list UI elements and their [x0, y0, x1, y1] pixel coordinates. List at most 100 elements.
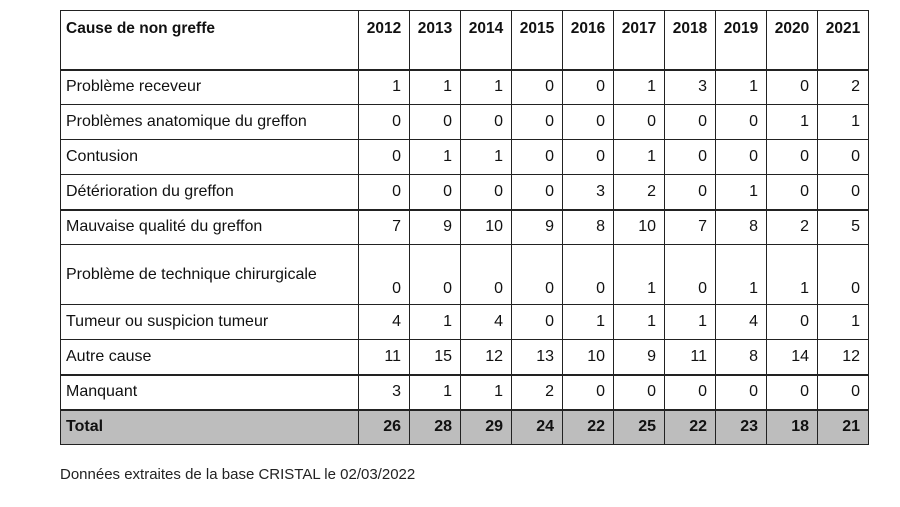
- row-label: Autre cause: [60, 339, 359, 375]
- table-cell: 3: [664, 69, 716, 105]
- column-header-year: 2020: [766, 10, 818, 71]
- total-cell: 26: [358, 408, 410, 445]
- table-cell: 0: [817, 139, 869, 175]
- table-cell: 3: [358, 373, 410, 410]
- table-cell: 0: [766, 304, 818, 340]
- table-cell: 8: [715, 208, 767, 245]
- row-label: Manquant: [60, 373, 359, 410]
- table-cell: 0: [817, 244, 869, 305]
- row-label: Problème receveur: [60, 69, 359, 105]
- table-cell: 10: [562, 339, 614, 375]
- column-header-year: 2012: [358, 10, 410, 71]
- table-cell: 0: [562, 104, 614, 140]
- total-cell: 22: [664, 408, 716, 445]
- table-cell: 4: [715, 304, 767, 340]
- table-row: Détérioration du greffon 0 0 0 0 3 2 0 1 0 0: [60, 174, 869, 210]
- total-cell: 25: [613, 408, 665, 445]
- table-cell: 0: [766, 139, 818, 175]
- table-cell: 1: [409, 304, 461, 340]
- total-row: Total 26 28 29 24 22 25 22 23 18 21: [60, 408, 869, 445]
- row-label: Contusion: [60, 139, 359, 175]
- table-row: Mauvaise qualité du greffon 7 9 10 9 8 10 7 8 2 5: [60, 208, 869, 245]
- total-cell: 23: [715, 408, 767, 445]
- table-row: Manquant 3 1 1 2 0 0 0 0 0 0: [60, 373, 869, 410]
- column-header-year: 2015: [511, 10, 563, 71]
- table-cell: 0: [766, 174, 818, 210]
- table-header-row: Cause de non greffe 2012 2013 2014 2015 …: [60, 10, 869, 71]
- table-cell: 1: [715, 244, 767, 305]
- table-cell: 0: [562, 244, 614, 305]
- table-cell: 0: [460, 244, 512, 305]
- table-cell: 2: [613, 174, 665, 210]
- table-cell: 0: [409, 174, 461, 210]
- table-cell: 1: [817, 304, 869, 340]
- table-cell: 0: [664, 139, 716, 175]
- table-row: Problème receveur 1 1 1 0 0 1 3 1 0 2: [60, 69, 869, 105]
- table-cell: 0: [511, 104, 563, 140]
- table-cell: 0: [664, 244, 716, 305]
- table-cell: 1: [613, 139, 665, 175]
- table-cell: 0: [358, 174, 410, 210]
- table-cell: 0: [715, 139, 767, 175]
- row-label: Problèmes anatomique du greffon: [60, 104, 359, 140]
- total-cell: 24: [511, 408, 563, 445]
- table-cell: 13: [511, 339, 563, 375]
- table-cell: 0: [766, 69, 818, 105]
- column-header-year: 2014: [460, 10, 512, 71]
- table-cell: 1: [460, 69, 512, 105]
- table-cell: 1: [766, 104, 818, 140]
- source-footnote: Données extraites de la base CRISTAL le …: [60, 466, 416, 483]
- table-cell: 12: [460, 339, 512, 375]
- table-cell: 1: [817, 104, 869, 140]
- table-row: Contusion 0 1 1 0 0 1 0 0 0 0: [60, 139, 869, 175]
- table-cell: 0: [511, 139, 563, 175]
- total-cell: 22: [562, 408, 614, 445]
- table-cell: 0: [562, 69, 614, 105]
- table-cell: 0: [511, 69, 563, 105]
- row-label: Mauvaise qualité du greffon: [60, 208, 359, 245]
- table-cell: 0: [562, 373, 614, 410]
- table-cell: 1: [562, 304, 614, 340]
- total-cell: 18: [766, 408, 818, 445]
- table-cell: 0: [766, 373, 818, 410]
- table-cell: 1: [460, 139, 512, 175]
- table-cell: 0: [664, 373, 716, 410]
- table-cell: 9: [409, 208, 461, 245]
- table-cell: 8: [715, 339, 767, 375]
- table-cell: 8: [562, 208, 614, 245]
- column-header-year: 2013: [409, 10, 461, 71]
- table-cell: 10: [613, 208, 665, 245]
- column-header-year: 2018: [664, 10, 716, 71]
- table-cell: 0: [460, 104, 512, 140]
- table-cell: 0: [715, 104, 767, 140]
- table-cell: 0: [613, 104, 665, 140]
- table-cell: 1: [409, 373, 461, 410]
- table-cell: 0: [511, 244, 563, 305]
- table-cell: 2: [511, 373, 563, 410]
- row-label: Problème de technique chirurgicale: [60, 244, 359, 305]
- table-cell: 1: [613, 244, 665, 305]
- table-cell: 0: [511, 174, 563, 210]
- table-cell: 0: [664, 174, 716, 210]
- table-row: Autre cause 11 15 12 13 10 9 11 8 14 12: [60, 339, 869, 375]
- table-row: Problème de technique chirurgicale 0 0 0 0 0 1…: [60, 244, 869, 305]
- table-cell: 0: [511, 304, 563, 340]
- table-cell: 0: [715, 373, 767, 410]
- column-header-year: 2017: [613, 10, 665, 71]
- table-row: Tumeur ou suspicion tumeur 4 1 4 0 1 1 1 4 0 1: [60, 304, 869, 340]
- table-cell: 4: [460, 304, 512, 340]
- table-row: Problèmes anatomique du greffon 0 0 0 0 0 0 0 0 1…: [60, 104, 869, 140]
- table-cell: 12: [817, 339, 869, 375]
- table-cell: 14: [766, 339, 818, 375]
- table-cell: 1: [715, 69, 767, 105]
- column-header-year: 2019: [715, 10, 767, 71]
- table-cell: 7: [358, 208, 410, 245]
- table-cell: 7: [664, 208, 716, 245]
- total-cell: 21: [817, 408, 869, 445]
- table-cell: 0: [562, 139, 614, 175]
- table-cell: 0: [460, 174, 512, 210]
- table-cell: 1: [664, 304, 716, 340]
- table-cell: 11: [664, 339, 716, 375]
- table-cell: 0: [664, 104, 716, 140]
- table-cell: 2: [766, 208, 818, 245]
